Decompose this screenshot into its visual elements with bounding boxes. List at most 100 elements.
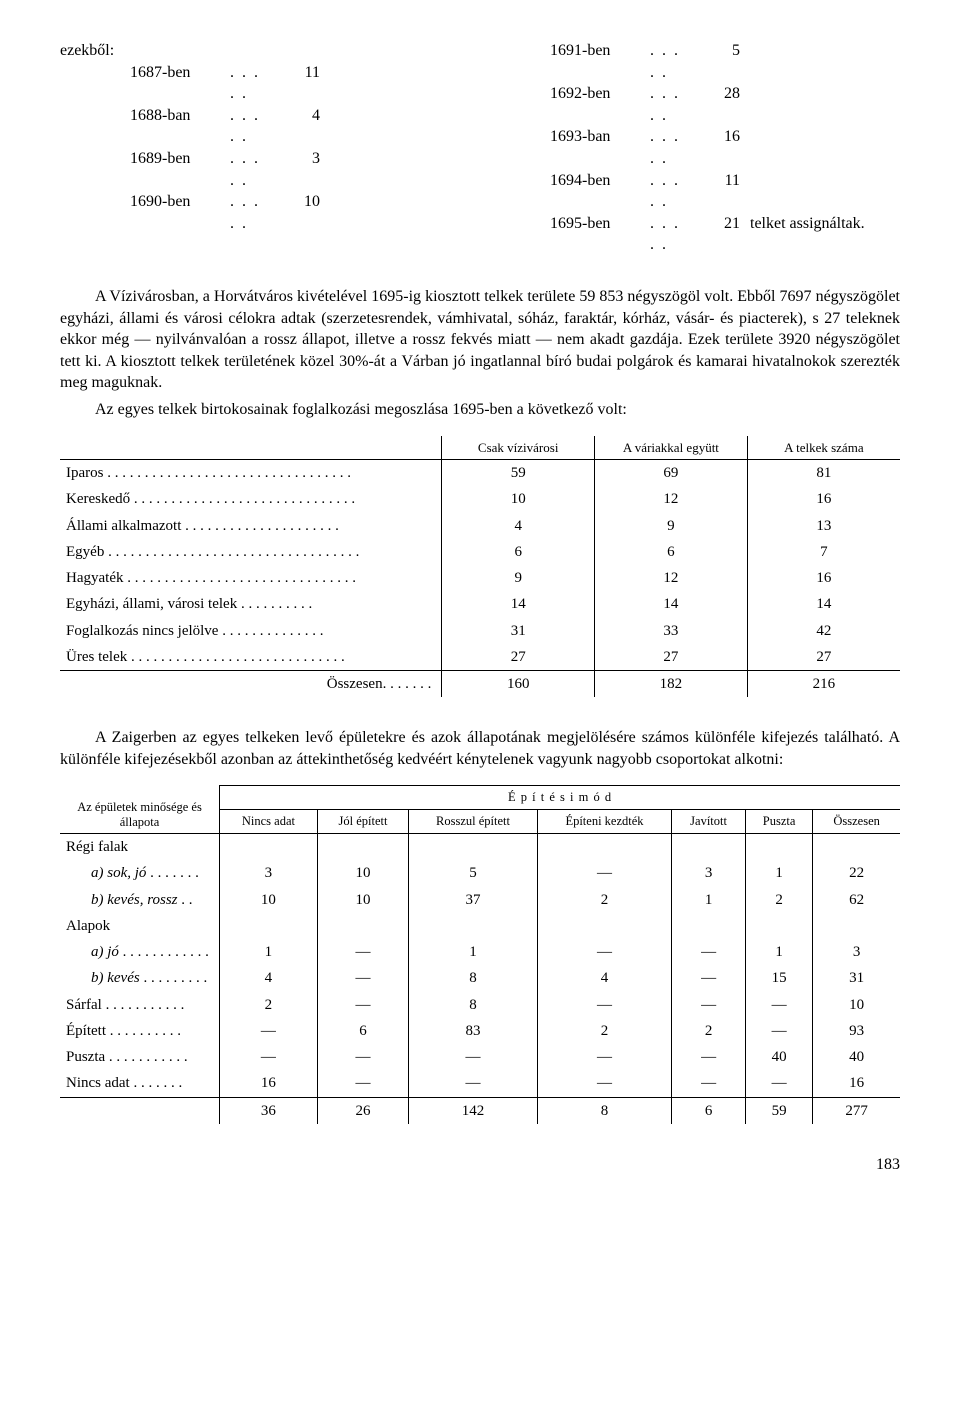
cell-value: 8	[537, 1097, 672, 1124]
cell-value: 59	[442, 460, 595, 487]
dots: . . . . .	[650, 170, 690, 213]
table-row: Épített . . . . . . . . . . —68322—93	[60, 1018, 900, 1044]
cell-value: 81	[747, 460, 900, 487]
row-label: Egyházi, állami, városi telek . . . . . …	[60, 591, 442, 617]
paragraph-1: A Vízivárosban, a Horvátváros kivételéve…	[60, 286, 900, 394]
cell-value: 26	[317, 1097, 409, 1124]
cell-value	[745, 913, 812, 939]
dots: . . . . .	[230, 105, 270, 148]
cell-value: 9	[442, 565, 595, 591]
row-label: Kereskedő . . . . . . . . . . . . . . . …	[60, 486, 442, 512]
dotfill: . . . . . . . . . . . . . . . . . . . . …	[134, 489, 355, 509]
cell-value	[745, 834, 812, 861]
cell-value: 13	[747, 513, 900, 539]
dotfill: . . . . . . . . . .	[241, 594, 312, 614]
cell-value	[409, 913, 537, 939]
row-label: Üres telek . . . . . . . . . . . . . . .…	[60, 644, 442, 671]
cell-value: 6	[442, 539, 595, 565]
cell-value: 1	[745, 939, 812, 965]
year-item: 1688-ban. . . . .4	[130, 105, 480, 148]
cell-value: 10	[442, 486, 595, 512]
cell-value: 42	[747, 618, 900, 644]
table-row: b) kevés, rossz . . 10103721262	[60, 887, 900, 913]
year-value: 10	[270, 191, 320, 234]
table-row: Egyéb . . . . . . . . . . . . . . . . . …	[60, 539, 900, 565]
row-label: Sárfal . . . . . . . . . . .	[60, 992, 220, 1018]
cell-value: —	[745, 1070, 812, 1097]
t2-col-header: Puszta	[745, 810, 812, 834]
year-label: 1694-ben	[550, 170, 650, 213]
row-label: Épített . . . . . . . . . .	[60, 1018, 220, 1044]
cell-value: 6	[317, 1018, 409, 1044]
dotfill: . . . . . . . . . . . . . .	[222, 621, 323, 641]
table-sum-row: Összesen. . . . . . .160182216	[60, 671, 900, 698]
cell-value: 62	[813, 887, 900, 913]
cell-value	[220, 834, 318, 861]
cell-value: 16	[747, 486, 900, 512]
t1-h2: A váriakkal együtt	[595, 436, 748, 460]
cell-value: 2	[537, 1018, 672, 1044]
cell-value: 2	[537, 887, 672, 913]
cell-value: 8	[409, 992, 537, 1018]
cell-value: 7	[747, 539, 900, 565]
cell-value: 3	[220, 860, 318, 886]
year-label: 1691-ben	[550, 40, 650, 83]
t2-col-header: Nincs adat	[220, 810, 318, 834]
cell-value: 8	[409, 965, 537, 991]
cell-value: —	[672, 965, 746, 991]
table-row: Nincs adat . . . . . . . 16—————16	[60, 1070, 900, 1097]
table-row: Iparos . . . . . . . . . . . . . . . . .…	[60, 460, 900, 487]
table-buildings: Az épületek minősége és állapota É p í t…	[60, 785, 900, 1124]
table-row: Foglalkozás nincs jelölve . . . . . . . …	[60, 618, 900, 644]
t2-col-header: Javított	[672, 810, 746, 834]
cell-value: —	[672, 1070, 746, 1097]
cell-value: —	[409, 1070, 537, 1097]
t1-h1: Csak vízivárosi	[442, 436, 595, 460]
year-item: 1689-ben. . . . .3	[130, 148, 480, 191]
cell-value	[317, 913, 409, 939]
row-label: Alapok	[60, 913, 220, 939]
year-item: 1692-ben. . . . .28	[550, 83, 900, 126]
cell-value	[317, 834, 409, 861]
cell-value: 182	[595, 671, 748, 698]
row-label: Állami alkalmazott . . . . . . . . . . .…	[60, 513, 442, 539]
table-row: Állami alkalmazott . . . . . . . . . . .…	[60, 513, 900, 539]
dots: . . . . .	[650, 126, 690, 169]
cell-value: 36	[220, 1097, 318, 1124]
dots: . . . . .	[230, 191, 270, 234]
cell-value	[813, 834, 900, 861]
row-label: b) kevés, rossz . .	[60, 887, 220, 913]
cell-value: —	[537, 860, 672, 886]
cell-value: 14	[442, 591, 595, 617]
cell-value: 27	[442, 644, 595, 671]
cell-value: 10	[317, 860, 409, 886]
year-value: 21	[690, 213, 740, 256]
cell-value: —	[220, 1044, 318, 1070]
year-trail: telket assignáltak.	[740, 213, 865, 256]
cell-value: 2	[745, 887, 812, 913]
cell-value: 40	[745, 1044, 812, 1070]
cell-value: 15	[745, 965, 812, 991]
t1-h3: A telkek száma	[747, 436, 900, 460]
cell-value: 5	[409, 860, 537, 886]
table-row: b) kevés . . . . . . . . . 4—84—1531	[60, 965, 900, 991]
year-trail	[740, 83, 750, 126]
year-trail	[740, 126, 750, 169]
dotfill: . . . . . . . . . . . . . . . . . . . . …	[107, 463, 351, 483]
row-label: Régi falak	[60, 834, 220, 861]
cell-value: —	[745, 992, 812, 1018]
cell-value: —	[317, 1044, 409, 1070]
year-value: 16	[690, 126, 740, 169]
cell-value: —	[220, 1018, 318, 1044]
row-label: Iparos . . . . . . . . . . . . . . . . .…	[60, 460, 442, 487]
table-sum-row: 36261428659277	[60, 1097, 900, 1124]
year-value: 11	[270, 62, 320, 105]
row-label: Nincs adat . . . . . . .	[60, 1070, 220, 1097]
row-label: Foglalkozás nincs jelölve . . . . . . . …	[60, 618, 442, 644]
t2-side: Az épületek minősége és állapota	[60, 786, 220, 834]
cell-value: —	[672, 939, 746, 965]
cell-value: 14	[747, 591, 900, 617]
cell-value: 4	[537, 965, 672, 991]
cell-value: 31	[442, 618, 595, 644]
cell-value: 14	[595, 591, 748, 617]
